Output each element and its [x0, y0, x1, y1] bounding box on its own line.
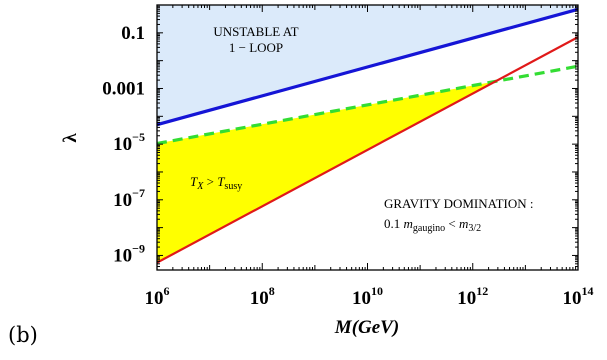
x-axis-label: M(GeV) — [334, 317, 399, 338]
x-tick-labels: 106 108 1010 1012 1014 — [145, 284, 594, 309]
gravity-label-line2: 0.1 mgaugino < m3/2 — [384, 216, 481, 234]
plot-frame — [156, 4, 579, 271]
gravitino-subscript: 3/2 — [468, 223, 481, 234]
y-tick-labels: 0.1 0.001 10−5 10−7 10−9 — [102, 23, 145, 267]
tx-subscript: X — [196, 181, 204, 192]
y-axis-label: λ — [60, 133, 81, 143]
tsusy-symbol: T — [217, 174, 225, 189]
unstable-label-line2: 1 − LOOP — [229, 40, 283, 55]
y-tick-label: 10−7 — [113, 186, 145, 211]
x-tick-label: 1012 — [457, 284, 488, 309]
tsusy-subscript: susy — [224, 181, 242, 192]
y-tick-label: 0.001 — [102, 78, 145, 99]
series-line-red — [157, 36, 578, 264]
x-tick-label: 106 — [145, 284, 170, 309]
tx-symbol: T — [190, 174, 198, 189]
panel-tag: (b) — [8, 323, 38, 347]
series-line-green — [157, 64, 578, 146]
x-tick-label: 108 — [250, 284, 275, 309]
x-tick-label: 1014 — [563, 284, 594, 309]
gravity-relation: < — [445, 216, 459, 231]
plot-area — [157, 5, 578, 264]
y-tick-label: 10−5 — [113, 130, 145, 155]
gaugino-subscript: gaugino — [413, 223, 445, 234]
x-tick-label: 1010 — [352, 284, 383, 309]
gravitino-mass-symbol: m — [459, 216, 468, 231]
unstable-label-line1: UNSTABLE AT — [213, 24, 298, 39]
series-line-blue — [157, 7, 578, 127]
tx-relation: > — [203, 174, 217, 189]
gravity-factor: 0.1 — [384, 216, 404, 231]
y-tick-label: 0.1 — [121, 23, 145, 44]
gaugino-mass-symbol: m — [404, 216, 413, 231]
gravity-label-line1: GRAVITY DOMINATION : — [384, 196, 534, 211]
temperature-condition-label: TX > Tsusy — [190, 174, 242, 192]
series-layer — [157, 7, 578, 264]
y-tick-label: 10−9 — [113, 241, 145, 266]
